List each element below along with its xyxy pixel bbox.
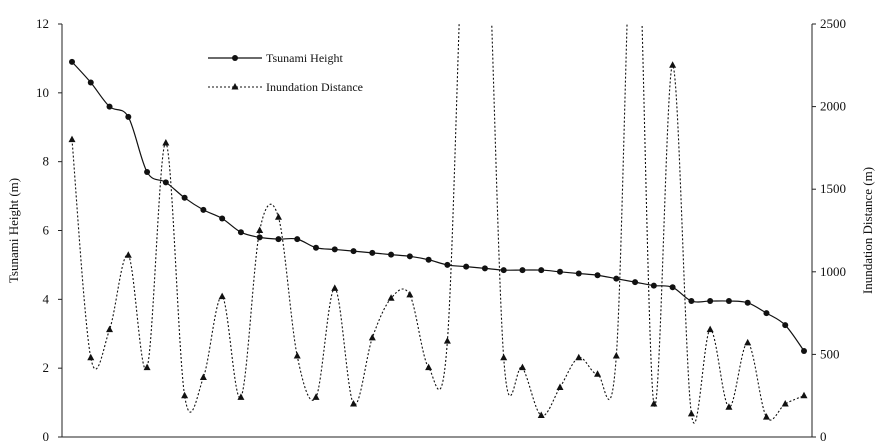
series-tsunami-height bbox=[69, 59, 807, 354]
data-point bbox=[688, 410, 695, 417]
data-point bbox=[557, 383, 564, 390]
data-point bbox=[200, 374, 207, 381]
legend-label-inundation-distance: Inundation Distance bbox=[266, 80, 363, 94]
data-point bbox=[744, 339, 751, 346]
data-point bbox=[670, 284, 676, 290]
data-point bbox=[388, 252, 394, 258]
data-point bbox=[163, 179, 169, 185]
right-tick-label: 1000 bbox=[820, 264, 846, 279]
data-point bbox=[294, 352, 301, 359]
data-point bbox=[406, 291, 413, 298]
data-point bbox=[294, 236, 300, 242]
legend: Tsunami Height Inundation Distance bbox=[208, 51, 363, 94]
data-point bbox=[538, 267, 544, 273]
series-inundation-distance bbox=[69, 0, 808, 423]
data-point bbox=[519, 267, 525, 273]
data-point bbox=[801, 392, 808, 399]
data-point bbox=[256, 227, 263, 234]
legend-label-tsunami-height: Tsunami Height bbox=[266, 51, 343, 65]
data-point bbox=[69, 136, 76, 143]
data-point bbox=[575, 354, 582, 361]
data-point bbox=[332, 246, 338, 252]
data-point bbox=[162, 139, 169, 146]
legend-marker-inundation-distance bbox=[232, 83, 239, 90]
data-point bbox=[763, 413, 770, 420]
series-line bbox=[72, 62, 804, 351]
data-point bbox=[369, 334, 376, 341]
data-point bbox=[69, 59, 75, 65]
data-point bbox=[782, 400, 789, 407]
data-point bbox=[88, 80, 94, 86]
left-tick-label: 0 bbox=[43, 429, 50, 444]
data-point bbox=[501, 267, 507, 273]
data-point bbox=[782, 322, 788, 328]
data-point bbox=[632, 279, 638, 285]
data-point bbox=[669, 61, 676, 68]
data-point bbox=[351, 248, 357, 254]
data-point bbox=[707, 326, 714, 333]
data-point bbox=[238, 229, 244, 235]
left-tick-label: 4 bbox=[43, 291, 50, 306]
data-point bbox=[369, 250, 375, 256]
data-point bbox=[125, 114, 131, 120]
left-tick-label: 2 bbox=[43, 360, 50, 375]
series-layer bbox=[69, 0, 808, 423]
left-tick-label: 12 bbox=[36, 16, 49, 31]
right-tick-label: 1500 bbox=[820, 181, 846, 196]
right-tick-label: 2500 bbox=[820, 16, 846, 31]
data-point bbox=[613, 352, 620, 359]
right-tick-label: 2000 bbox=[820, 99, 846, 114]
data-point bbox=[651, 283, 657, 289]
data-point bbox=[181, 392, 188, 399]
right-tick-label: 500 bbox=[820, 346, 840, 361]
data-point bbox=[557, 269, 563, 275]
data-point bbox=[444, 337, 451, 344]
data-point bbox=[125, 251, 132, 258]
data-point bbox=[482, 265, 488, 271]
data-point bbox=[707, 298, 713, 304]
data-point bbox=[106, 326, 113, 333]
left-tick-label: 8 bbox=[43, 154, 50, 169]
y2-axis-title: Inundation Distance (m) bbox=[860, 167, 875, 294]
data-point bbox=[313, 245, 319, 251]
data-point bbox=[219, 293, 226, 300]
data-point bbox=[407, 253, 413, 259]
data-point bbox=[275, 213, 282, 220]
series-line bbox=[72, 0, 804, 423]
right-tick-label: 0 bbox=[820, 429, 827, 444]
data-point bbox=[726, 298, 732, 304]
data-point bbox=[463, 264, 469, 270]
data-point bbox=[144, 169, 150, 175]
data-point bbox=[426, 257, 432, 263]
data-point bbox=[200, 207, 206, 213]
y-axis-title: Tsunami Height (m) bbox=[6, 178, 21, 283]
left-tick-label: 10 bbox=[36, 85, 49, 100]
data-point bbox=[745, 300, 751, 306]
data-point bbox=[444, 262, 450, 268]
data-point bbox=[538, 412, 545, 419]
data-point bbox=[763, 310, 769, 316]
data-point bbox=[87, 354, 94, 361]
axes: 0 2 4 6 8 10 12 0 500 1000 1500 2000 2500 Tsunami Hei… bbox=[6, 16, 875, 444]
data-point bbox=[107, 104, 113, 110]
data-point bbox=[801, 348, 807, 354]
legend-marker-tsunami-height bbox=[232, 55, 238, 61]
data-point bbox=[425, 364, 432, 371]
data-point bbox=[313, 393, 320, 400]
data-point bbox=[275, 236, 281, 242]
data-point bbox=[331, 284, 338, 291]
data-point bbox=[182, 195, 188, 201]
data-point bbox=[257, 234, 263, 240]
data-point bbox=[519, 364, 526, 371]
data-point bbox=[595, 272, 601, 278]
left-tick-label: 6 bbox=[43, 223, 50, 238]
data-point bbox=[576, 271, 582, 277]
data-point bbox=[613, 276, 619, 282]
data-point bbox=[500, 354, 507, 361]
data-point bbox=[688, 298, 694, 304]
data-point bbox=[219, 215, 225, 221]
